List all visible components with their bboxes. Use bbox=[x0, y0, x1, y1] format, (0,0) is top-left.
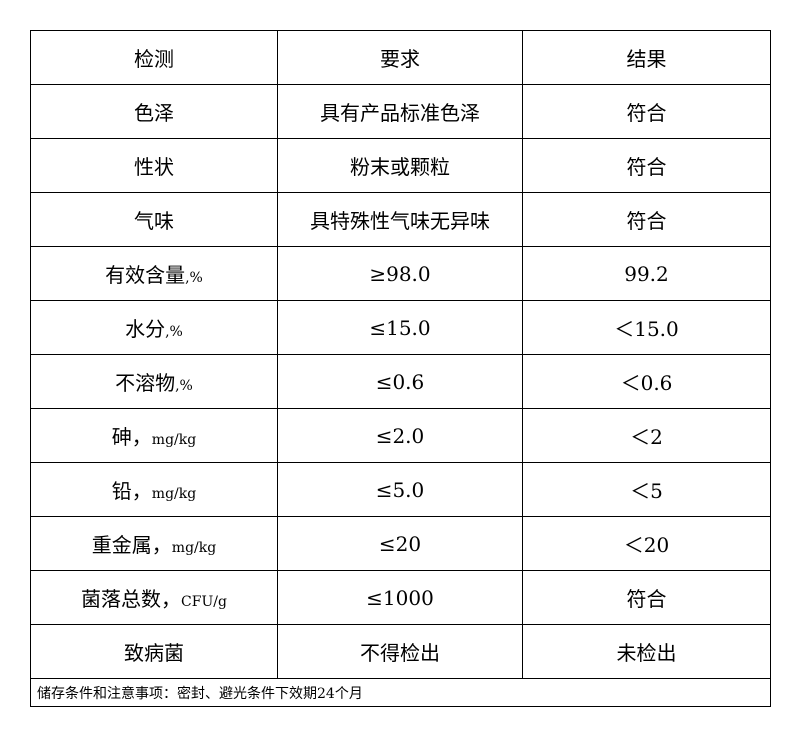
result-cell: ＜5 bbox=[522, 462, 771, 517]
item-unit: mg/kg bbox=[151, 432, 197, 448]
item-cell: 砷，mg/kg bbox=[30, 408, 278, 463]
table-row: 性状 粉末或颗粒 符合 bbox=[30, 138, 771, 193]
item-name: 水分 bbox=[125, 317, 166, 341]
requirement-cell: 具特殊性气味无异味 bbox=[277, 192, 523, 247]
requirement-cell: ≥98.0 bbox=[277, 246, 523, 301]
requirement-cell: ≤2.0 bbox=[277, 408, 523, 463]
requirement-cell: 具有产品标准色泽 bbox=[277, 84, 523, 139]
result-cell: ＜0.6 bbox=[522, 354, 771, 409]
table-row: 不溶物,% ≤0.6 ＜0.6 bbox=[30, 354, 771, 409]
item-name: 性状 bbox=[134, 155, 174, 179]
item-cell: 致病菌 bbox=[30, 624, 278, 679]
item-unit: ,% bbox=[185, 270, 203, 286]
item-cell: 不溶物,% bbox=[30, 354, 278, 409]
header-cell: 要求 bbox=[277, 30, 523, 85]
item-name: 致病菌 bbox=[124, 641, 184, 665]
item-name: 色泽 bbox=[134, 101, 174, 125]
requirement-cell: ≤1000 bbox=[277, 570, 523, 625]
item-name: 有效含量 bbox=[105, 263, 186, 287]
requirement-cell: ≤0.6 bbox=[277, 354, 523, 409]
inspection-table: 检测 要求 结果 色泽 具有产品标准色泽 符合 性状 粉末或颗粒 符合 气味 具特殊… bbox=[30, 30, 771, 707]
requirement-cell: ≤5.0 bbox=[277, 462, 523, 517]
item-unit: ,% bbox=[165, 324, 183, 340]
item-name: 重金属， bbox=[91, 533, 172, 557]
table-row: 砷，mg/kg ≤2.0 ＜2 bbox=[30, 408, 771, 463]
result-cell: 符合 bbox=[522, 570, 771, 625]
item-name: 气味 bbox=[134, 209, 174, 233]
item-cell: 有效含量,% bbox=[30, 246, 278, 301]
item-unit: mg/kg bbox=[171, 540, 217, 556]
item-cell: 色泽 bbox=[30, 84, 278, 139]
item-name: 铅， bbox=[111, 479, 152, 503]
table-row: 重金属，mg/kg ≤20 ＜20 bbox=[30, 516, 771, 571]
item-name: 不溶物 bbox=[115, 371, 176, 395]
result-cell: 符合 bbox=[522, 84, 771, 139]
item-name: 砷， bbox=[111, 425, 152, 449]
result-cell: ＜2 bbox=[522, 408, 771, 463]
item-cell: 菌落总数，CFU/g bbox=[30, 570, 278, 625]
result-cell: ＜15.0 bbox=[522, 300, 771, 355]
header-cell: 结果 bbox=[522, 30, 771, 85]
table-row: 水分,% ≤15.0 ＜15.0 bbox=[30, 300, 771, 355]
requirement-cell: ≤15.0 bbox=[277, 300, 523, 355]
item-cell: 气味 bbox=[30, 192, 278, 247]
item-cell: 重金属，mg/kg bbox=[30, 516, 278, 571]
result-cell: 符合 bbox=[522, 138, 771, 193]
table-row: 有效含量,% ≥98.0 99.2 bbox=[30, 246, 771, 301]
footer-row: 储存条件和注意事项：密封、避光条件下效期24个月 bbox=[30, 678, 771, 707]
result-cell: ＜20 bbox=[522, 516, 771, 571]
result-cell: 未检出 bbox=[522, 624, 771, 679]
item-name: 菌落总数， bbox=[81, 587, 182, 611]
requirement-cell: 粉末或颗粒 bbox=[277, 138, 523, 193]
item-unit: CFU/g bbox=[181, 594, 227, 610]
header-cell: 检测 bbox=[30, 30, 278, 85]
table-row: 气味 具特殊性气味无异味 符合 bbox=[30, 192, 771, 247]
item-cell: 水分,% bbox=[30, 300, 278, 355]
requirement-cell: 不得检出 bbox=[277, 624, 523, 679]
requirement-cell: ≤20 bbox=[277, 516, 523, 571]
table-header-row: 检测 要求 结果 bbox=[30, 30, 771, 85]
item-cell: 铅，mg/kg bbox=[30, 462, 278, 517]
table-row: 菌落总数，CFU/g ≤1000 符合 bbox=[30, 570, 771, 625]
storage-note: 储存条件和注意事项：密封、避光条件下效期24个月 bbox=[30, 678, 771, 707]
table-row: 致病菌 不得检出 未检出 bbox=[30, 624, 771, 679]
item-unit: mg/kg bbox=[151, 486, 197, 502]
result-cell: 符合 bbox=[522, 192, 771, 247]
table-row: 色泽 具有产品标准色泽 符合 bbox=[30, 84, 771, 139]
result-cell: 99.2 bbox=[522, 246, 771, 301]
item-unit: ,% bbox=[175, 378, 193, 394]
table-row: 铅，mg/kg ≤5.0 ＜5 bbox=[30, 462, 771, 517]
item-cell: 性状 bbox=[30, 138, 278, 193]
